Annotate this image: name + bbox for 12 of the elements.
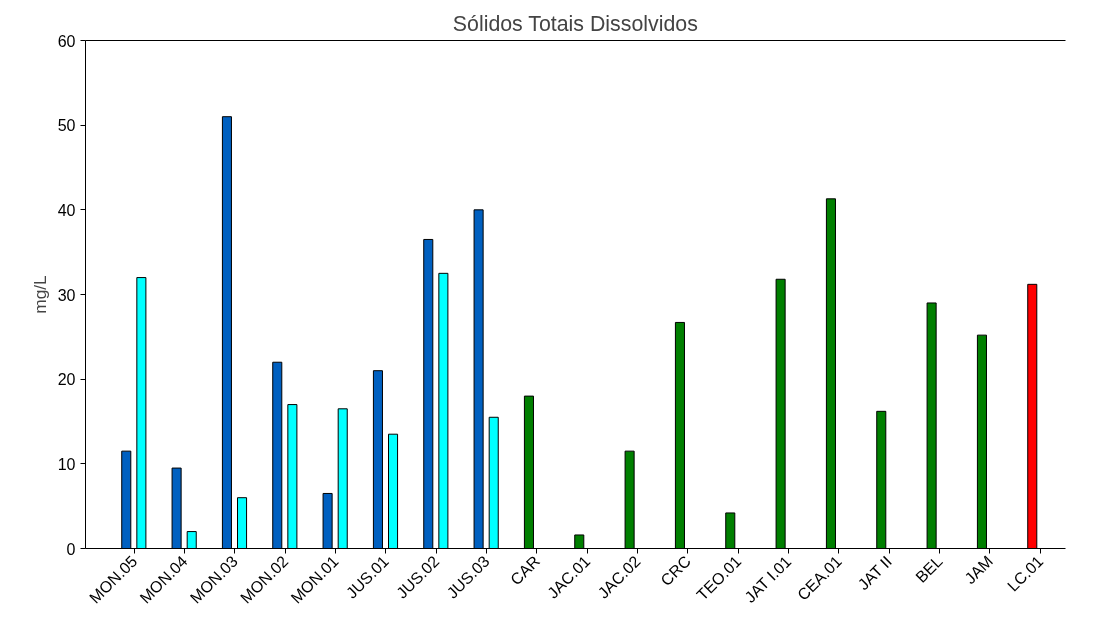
y-tick-label: 20 (57, 371, 76, 389)
x-tick-label: BEL (912, 552, 946, 586)
y-tick-label: 30 (57, 286, 76, 304)
y-axis-title: mg/L (29, 274, 50, 314)
chart-title: Sólidos Totais Dissolvidos (452, 11, 698, 36)
y-tick-label: 0 (66, 540, 76, 558)
y-tick-label: 60 (57, 32, 76, 50)
x-tick-label: JAT II (854, 552, 896, 594)
y-tick-label: 40 (57, 201, 76, 219)
x-tick-label: JAT I.01 (741, 552, 795, 606)
y-tick-label: 50 (57, 117, 76, 135)
y-tick-label: 10 (57, 455, 76, 473)
